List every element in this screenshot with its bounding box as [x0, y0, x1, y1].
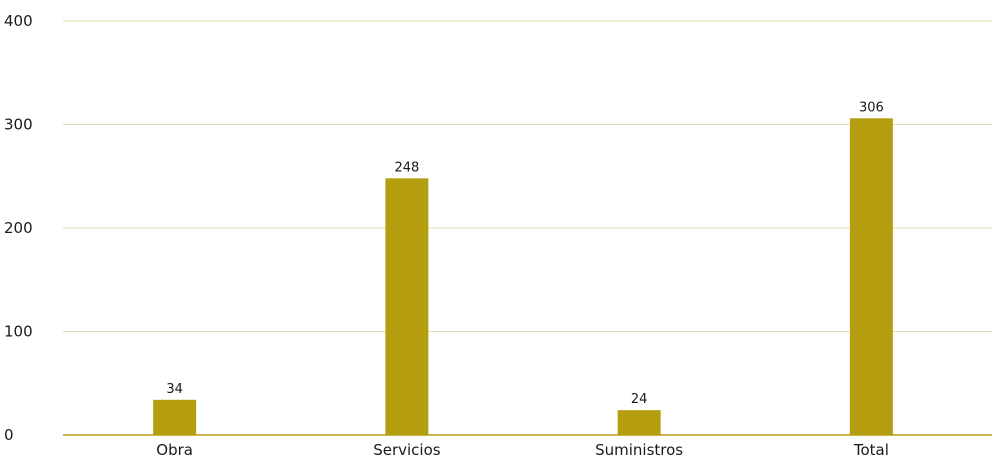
data-label-suministros: 24	[631, 392, 648, 407]
y-tick-label: 100	[4, 323, 33, 341]
y-tick-label: 400	[4, 12, 33, 30]
y-tick-label: 300	[4, 116, 33, 134]
bar-suministros	[617, 410, 661, 435]
x-category-label: Servicios	[373, 441, 441, 458]
y-axis-ticks: 0 100 200 300 400	[4, 12, 33, 444]
gridlines	[63, 20, 992, 332]
data-label-servicios: 248	[394, 160, 419, 175]
data-label-total: 306	[859, 100, 884, 115]
x-axis-categories: Obra Servicios Suministros Total	[156, 441, 889, 458]
y-tick-label: 0	[4, 426, 14, 444]
y-tick-label: 200	[4, 219, 33, 237]
data-label-obra: 34	[166, 382, 183, 397]
bar-servicios	[385, 178, 429, 435]
bar-obra	[153, 399, 197, 435]
bar-total	[849, 118, 893, 435]
x-category-label: Total	[853, 441, 889, 458]
x-category-label: Obra	[156, 441, 193, 458]
x-category-label: Suministros	[595, 441, 683, 458]
bars	[153, 118, 893, 435]
data-labels: 34 248 24 306	[166, 100, 883, 407]
